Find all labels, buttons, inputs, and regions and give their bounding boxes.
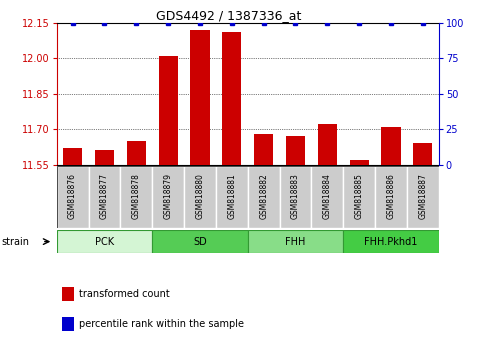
Bar <box>152 230 247 253</box>
Text: FHH: FHH <box>285 236 306 247</box>
Text: FHH.Pkhd1: FHH.Pkhd1 <box>364 236 418 247</box>
Bar <box>247 230 343 253</box>
Text: GSM818886: GSM818886 <box>387 173 395 219</box>
Text: percentile rank within the sample: percentile rank within the sample <box>79 319 244 329</box>
Bar <box>413 143 432 165</box>
Bar <box>350 160 369 165</box>
Text: GSM818880: GSM818880 <box>195 173 205 219</box>
Bar <box>89 166 120 228</box>
Text: GSM818882: GSM818882 <box>259 173 268 219</box>
Bar <box>382 127 400 165</box>
Bar <box>184 166 216 228</box>
Text: GSM818883: GSM818883 <box>291 173 300 219</box>
Bar <box>152 166 184 228</box>
Text: GDS4492 / 1387336_at: GDS4492 / 1387336_at <box>156 9 301 22</box>
Bar <box>343 230 439 253</box>
Bar <box>286 136 305 165</box>
Text: GSM818879: GSM818879 <box>164 173 173 219</box>
Bar <box>312 166 343 228</box>
Text: GSM818877: GSM818877 <box>100 173 109 219</box>
Bar <box>247 166 280 228</box>
Bar <box>280 166 312 228</box>
Bar <box>62 287 74 301</box>
Bar <box>57 166 89 228</box>
Bar <box>407 166 439 228</box>
Bar <box>63 148 82 165</box>
Bar <box>343 166 375 228</box>
Bar <box>318 125 337 165</box>
Text: strain: strain <box>1 236 29 247</box>
Text: transformed count: transformed count <box>79 289 170 299</box>
Bar <box>375 166 407 228</box>
Text: GSM818885: GSM818885 <box>354 173 364 219</box>
Text: SD: SD <box>193 236 207 247</box>
Text: GSM818881: GSM818881 <box>227 173 236 219</box>
Bar <box>120 166 152 228</box>
Text: PCK: PCK <box>95 236 114 247</box>
Text: GSM818876: GSM818876 <box>68 173 77 219</box>
Bar <box>57 230 152 253</box>
Bar <box>216 166 247 228</box>
Bar <box>95 150 114 165</box>
Bar <box>222 33 242 165</box>
Bar <box>190 30 210 165</box>
Bar <box>62 317 74 331</box>
Text: GSM818878: GSM818878 <box>132 173 141 219</box>
Text: GSM818887: GSM818887 <box>419 173 427 219</box>
Bar <box>254 134 273 165</box>
Bar <box>127 141 146 165</box>
Bar <box>159 56 177 165</box>
Text: GSM818884: GSM818884 <box>323 173 332 219</box>
